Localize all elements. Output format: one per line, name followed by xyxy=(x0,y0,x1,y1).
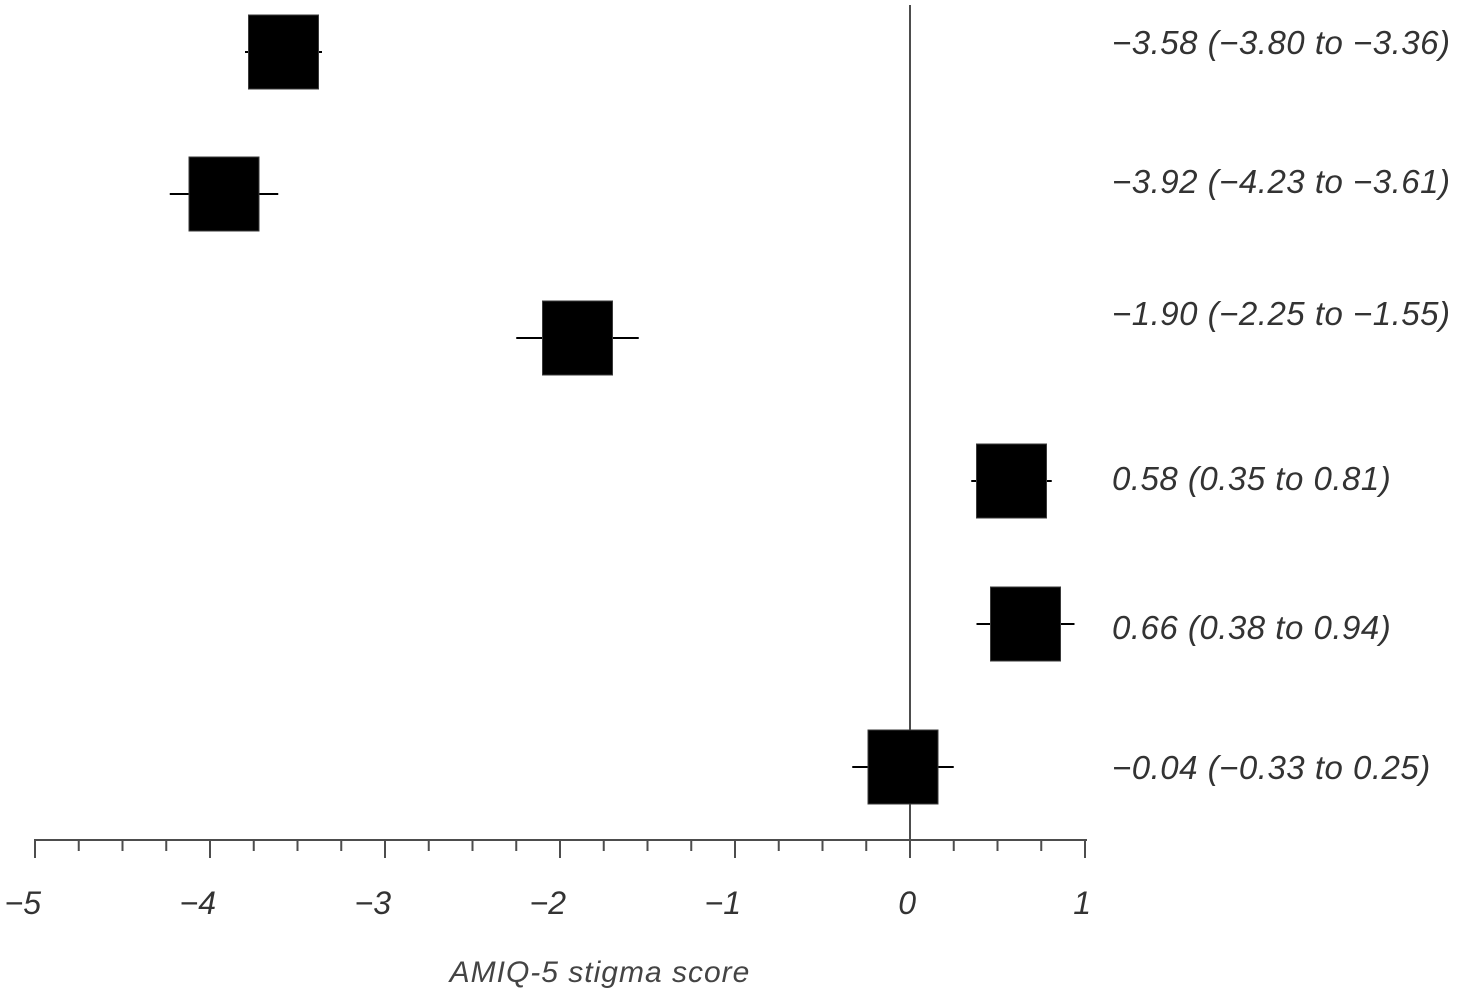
estimate-label: 0.66 (0.38 to 0.94) xyxy=(1112,609,1391,646)
estimate-label: −3.58 (−3.80 to −3.36) xyxy=(1112,24,1451,61)
point-estimate-marker xyxy=(248,14,319,90)
x-tick-label: −1 xyxy=(705,885,741,921)
estimate-label: −1.90 (−2.25 to −1.55) xyxy=(1112,295,1451,332)
x-axis: −5 −4 −3 −2 −1 0 1 xyxy=(5,839,1091,921)
x-tick-label: −3 xyxy=(355,885,392,921)
point-estimate-marker xyxy=(976,443,1047,519)
estimate-label: −0.04 (−0.33 to 0.25) xyxy=(1112,749,1431,786)
x-tick-label: 0 xyxy=(898,885,916,921)
point-estimate-marker xyxy=(188,156,260,232)
x-tick-label: −4 xyxy=(180,885,216,921)
x-tick-label: −2 xyxy=(530,885,567,921)
x-tick-label: −5 xyxy=(5,885,42,921)
point-estimate-marker xyxy=(990,586,1061,662)
point-estimate-marker xyxy=(542,300,613,376)
point-estimate-marker xyxy=(867,729,939,805)
estimate-label: −3.92 (−4.23 to −3.61) xyxy=(1112,163,1451,200)
estimate-labels: −3.58 (−3.80 to −3.36) −3.92 (−4.23 to −3… xyxy=(1112,24,1451,786)
estimate-label: 0.58 (0.35 to 0.81) xyxy=(1112,460,1391,497)
plot-rows xyxy=(169,14,1075,805)
x-tick-label: 1 xyxy=(1073,885,1091,921)
x-axis-title: AMIQ-5 stigma score xyxy=(448,956,751,989)
